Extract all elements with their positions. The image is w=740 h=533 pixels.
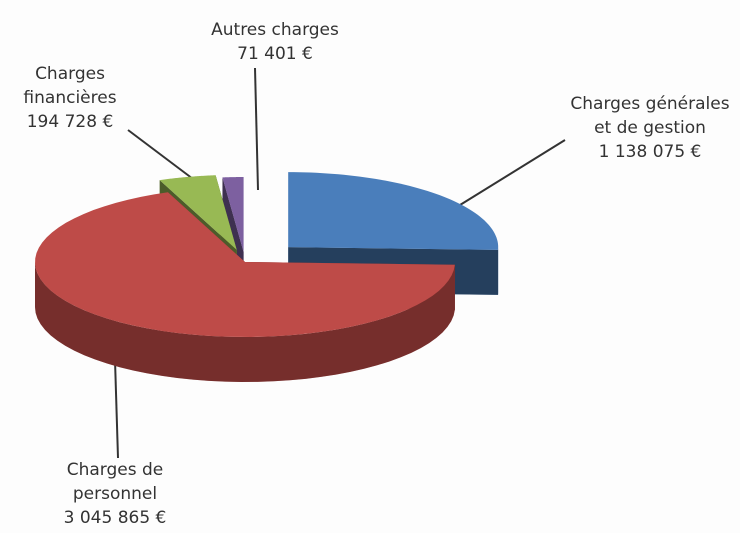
slice-top <box>35 192 455 337</box>
leader-line <box>114 359 119 459</box>
slice-top <box>222 177 244 253</box>
category-label: Charges générales et de gestion <box>570 94 730 138</box>
category-label: Charges de personnel <box>66 460 164 504</box>
slice-label: Autres charges 71 401 € <box>185 18 365 66</box>
leader-line <box>254 67 259 191</box>
slice-label: Charges de personnel 3 045 865 € <box>40 458 190 530</box>
pie-slice <box>35 192 455 382</box>
category-label: Autres charges <box>211 20 339 40</box>
value-label: 71 401 € <box>237 44 313 64</box>
value-label: 194 728 € <box>26 112 114 132</box>
slice-side <box>35 262 455 382</box>
value-label: 3 045 865 € <box>63 508 167 528</box>
slice-side-shade <box>35 262 455 382</box>
value-label: 1 138 075 € <box>598 142 702 162</box>
category-label: Charges financières <box>23 64 117 108</box>
leader-line <box>459 139 566 206</box>
slice-top <box>159 175 237 250</box>
slice-label: Charges financières 194 728 € <box>5 62 135 134</box>
slice-top <box>288 172 499 250</box>
slice-label: Charges générales et de gestion 1 138 075… <box>565 92 735 164</box>
